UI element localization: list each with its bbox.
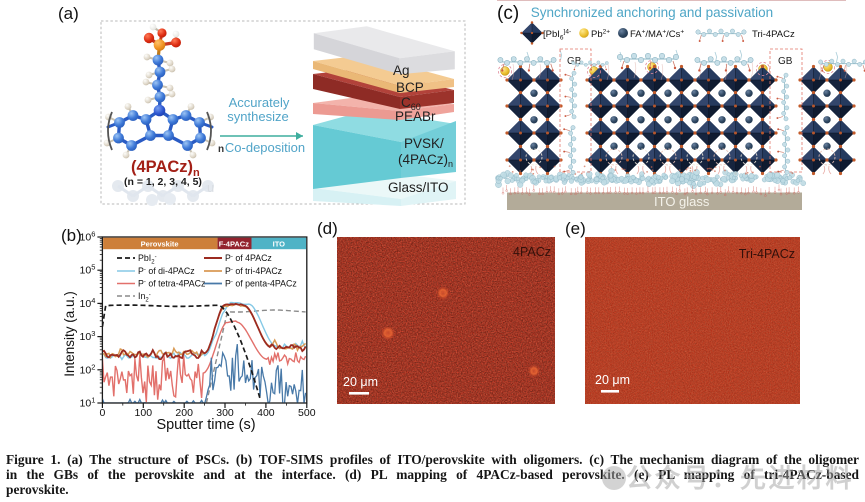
- svg-text:105: 105: [80, 263, 96, 277]
- svg-text:(n = 1, 2, 3, 4, 5): (n = 1, 2, 3, 4, 5): [124, 176, 202, 188]
- svg-text:0: 0: [99, 407, 105, 419]
- svg-text:ITO glass: ITO glass: [654, 194, 710, 209]
- svg-text:(4PACz)n: (4PACz)n: [131, 158, 200, 179]
- svg-text:P- of di-4PACz: P- of di-4PACz: [138, 266, 195, 276]
- svg-text:ITO: ITO: [273, 239, 286, 248]
- svg-text:GB: GB: [567, 56, 582, 67]
- svg-text:PVSK/: PVSK/: [404, 136, 444, 151]
- svg-text:104: 104: [80, 296, 96, 310]
- svg-text:u: u: [207, 180, 214, 195]
- svg-text:106: 106: [80, 230, 96, 244]
- svg-text:500: 500: [298, 407, 316, 419]
- svg-text:P- of tri-4PACz: P- of tri-4PACz: [225, 266, 282, 276]
- svg-text:n: n: [218, 144, 224, 155]
- svg-text:Pb2+: Pb2+: [591, 29, 610, 41]
- svg-text:103: 103: [80, 329, 96, 343]
- svg-text:FA+/MA+/Cs+: FA+/MA+/Cs+: [630, 29, 684, 41]
- svg-text:(4PACz)n: (4PACz)n: [398, 152, 453, 169]
- svg-text:400: 400: [257, 407, 275, 419]
- svg-text:102: 102: [80, 362, 96, 376]
- svg-text:F-4PACz: F-4PACz: [219, 239, 250, 248]
- svg-text:BCP: BCP: [396, 80, 424, 95]
- svg-text:101: 101: [80, 396, 96, 410]
- svg-text:Ag: Ag: [393, 63, 410, 78]
- svg-text:Accurately: Accurately: [229, 95, 290, 110]
- svg-text:PEABr: PEABr: [395, 109, 436, 124]
- svg-text:4PACz: 4PACz: [513, 245, 551, 259]
- svg-text:Intensity (a.u.): Intensity (a.u.): [62, 291, 77, 377]
- svg-text:PbI2-: PbI2-: [138, 253, 157, 266]
- svg-text:Glass/ITO: Glass/ITO: [388, 180, 449, 195]
- svg-text:Tri-4PACz: Tri-4PACz: [739, 247, 795, 261]
- svg-text:20 μm: 20 μm: [595, 373, 630, 387]
- svg-text:[PbI6]4-: [PbI6]4-: [543, 29, 571, 42]
- svg-text:20 μm: 20 μm: [343, 375, 378, 389]
- svg-text:Perovskite: Perovskite: [141, 239, 179, 248]
- svg-text:Sputter time (s): Sputter time (s): [156, 417, 255, 433]
- svg-text:P- of tetra-4PACz: P- of tetra-4PACz: [138, 279, 205, 289]
- svg-text:synthesize: synthesize: [227, 109, 288, 124]
- svg-text:GB: GB: [778, 56, 793, 67]
- svg-text:200: 200: [175, 407, 193, 419]
- svg-text:Tri-4PACz: Tri-4PACz: [752, 29, 795, 40]
- svg-text:100: 100: [135, 407, 153, 419]
- svg-text:In2-: In2-: [138, 291, 151, 304]
- svg-text:P- of 4PACz: P- of 4PACz: [225, 253, 272, 263]
- svg-text:P- of penta-4PACz: P- of penta-4PACz: [225, 279, 297, 289]
- svg-text:300: 300: [216, 407, 234, 419]
- svg-text:Co-deposition: Co-deposition: [225, 140, 305, 155]
- svg-text:Synchronized anchoring and pas: Synchronized anchoring and passivation: [531, 5, 773, 20]
